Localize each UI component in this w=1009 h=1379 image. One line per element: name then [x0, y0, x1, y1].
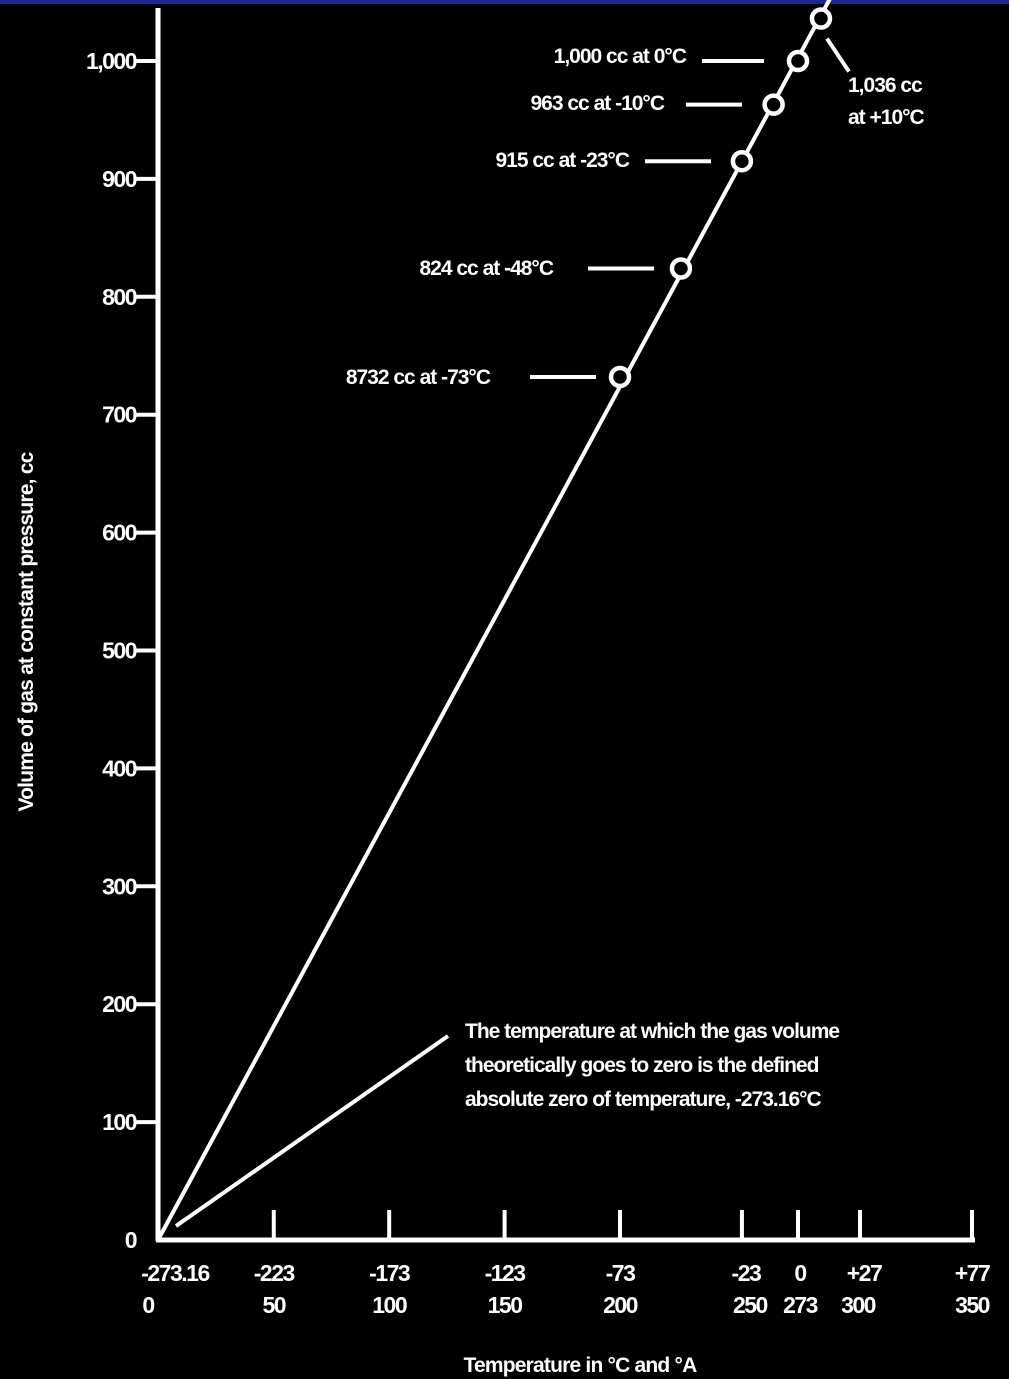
x-tick-label-celsius: 0 [794, 1260, 806, 1286]
data-point [809, 7, 833, 30]
y-tick-label: 700 [102, 402, 137, 428]
x-tick-label-absolute: 150 [488, 1292, 523, 1318]
volume-line [156, 0, 832, 1241]
point-label: 8732 cc at -73°C [346, 366, 491, 389]
x-tick-label-absolute: 200 [603, 1292, 638, 1318]
note-text-line: The temperature at which the gas volume [465, 1020, 839, 1043]
y-tick-label: 1,000 [86, 48, 137, 74]
x-tick-label-celsius: -273.16 [141, 1260, 209, 1286]
x-tick-label-celsius: -23 [732, 1260, 761, 1286]
y-tick-label: 400 [102, 755, 137, 781]
point-label: at +10°C [848, 106, 925, 129]
data-point [762, 93, 785, 116]
annotation-leader-line [825, 37, 851, 73]
x-tick-label-celsius: -73 [606, 1260, 635, 1286]
x-tick-label-celsius: +27 [847, 1260, 882, 1286]
point-label: 1,000 cc at 0°C [554, 45, 687, 68]
y-tick-label: 800 [102, 284, 137, 310]
note-text-line: theoretically goes to zero is the define… [465, 1054, 819, 1077]
data-point [608, 365, 632, 389]
x-tick-label-celsius: -173 [369, 1260, 410, 1286]
x-tick-label-celsius: +77 [955, 1260, 990, 1286]
x-tick-label-celsius: -223 [254, 1260, 295, 1286]
note-pointer-line [174, 1034, 450, 1228]
x-tick-label-absolute: 250 [733, 1292, 768, 1318]
data-point [730, 149, 754, 173]
y-tick-label: 100 [102, 1109, 137, 1135]
y-tick-label: 200 [102, 991, 137, 1017]
y-tick-label: 0 [125, 1227, 137, 1253]
point-label: 824 cc at -48°C [420, 257, 554, 280]
x-tick-label-absolute: 350 [955, 1292, 990, 1318]
point-label: 1,036 cc [848, 74, 923, 97]
data-point [786, 49, 810, 73]
x-tick-label-absolute: 273 [783, 1292, 818, 1318]
x-axis-title: Temperature in °C and °A [464, 1354, 698, 1377]
y-tick-label: 500 [102, 638, 137, 664]
x-tick-label-celsius: -123 [485, 1260, 526, 1286]
y-tick-label: 900 [102, 166, 137, 192]
x-tick-label-absolute: 0 [142, 1292, 154, 1318]
top-border [0, 0, 1009, 4]
point-label: 915 cc at -23°C [496, 149, 630, 172]
point-label: 963 cc at -10°C [531, 92, 665, 115]
note-text-line: absolute zero of temperature, -273.16°C [465, 1088, 822, 1111]
y-tick-label: 300 [102, 873, 137, 899]
data-point [669, 257, 693, 280]
y-axis-title: Volume of gas at constant pressure, cc [15, 451, 38, 811]
x-tick-label-absolute: 100 [372, 1292, 407, 1318]
y-tick-label: 600 [102, 520, 137, 546]
x-tick-label-absolute: 300 [841, 1292, 876, 1318]
x-tick-label-absolute: 50 [262, 1292, 285, 1318]
